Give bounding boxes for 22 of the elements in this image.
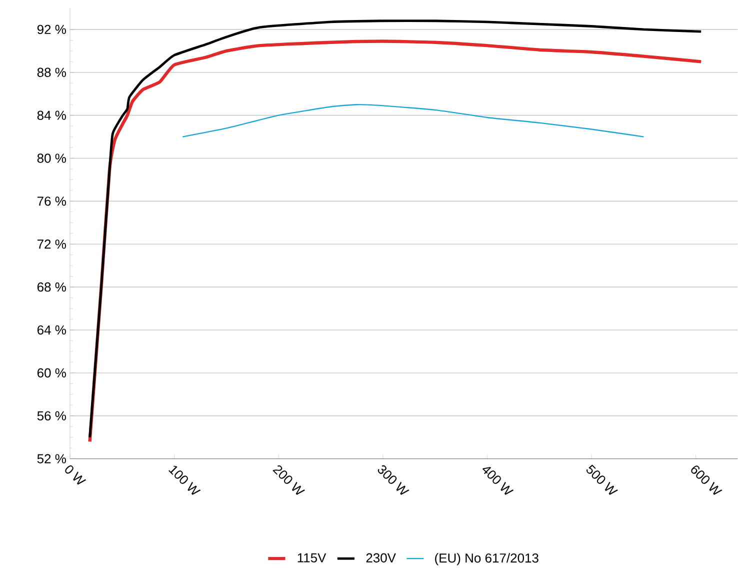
legend-label: 230V — [366, 553, 396, 562]
x-tick-label: 100 W — [168, 466, 201, 495]
x-tick-label: 200 W — [272, 465, 306, 495]
y-tick-label: 52 % — [37, 454, 66, 464]
x-tick-label: 600 W — [691, 466, 722, 495]
x-tick-label: 500 W — [586, 464, 618, 495]
legend-label: (EU) No 617/2013 — [435, 553, 538, 566]
y-tick-label: 80 % — [37, 154, 66, 163]
y-tick-label: 72 % — [37, 240, 66, 249]
y-tick-label: 64 % — [37, 325, 66, 335]
line-series — [182, 104, 644, 138]
y-tick-label: 92 % — [37, 24, 66, 34]
y-tick-label: 76 % — [37, 196, 66, 206]
x-tick-label: 300 W — [378, 465, 410, 495]
y-tick-label: 88 % — [37, 68, 66, 77]
y-tick-label: 60 % — [37, 368, 66, 378]
y-tick-label: 56 % — [37, 411, 66, 420]
legend-label: 115V — [298, 553, 326, 562]
x-tick-label: 400 W — [482, 466, 514, 495]
x-tick-label: 0 W — [65, 465, 86, 485]
y-tick-label: 84 % — [37, 110, 66, 120]
y-tick-label: 68 % — [37, 282, 66, 292]
